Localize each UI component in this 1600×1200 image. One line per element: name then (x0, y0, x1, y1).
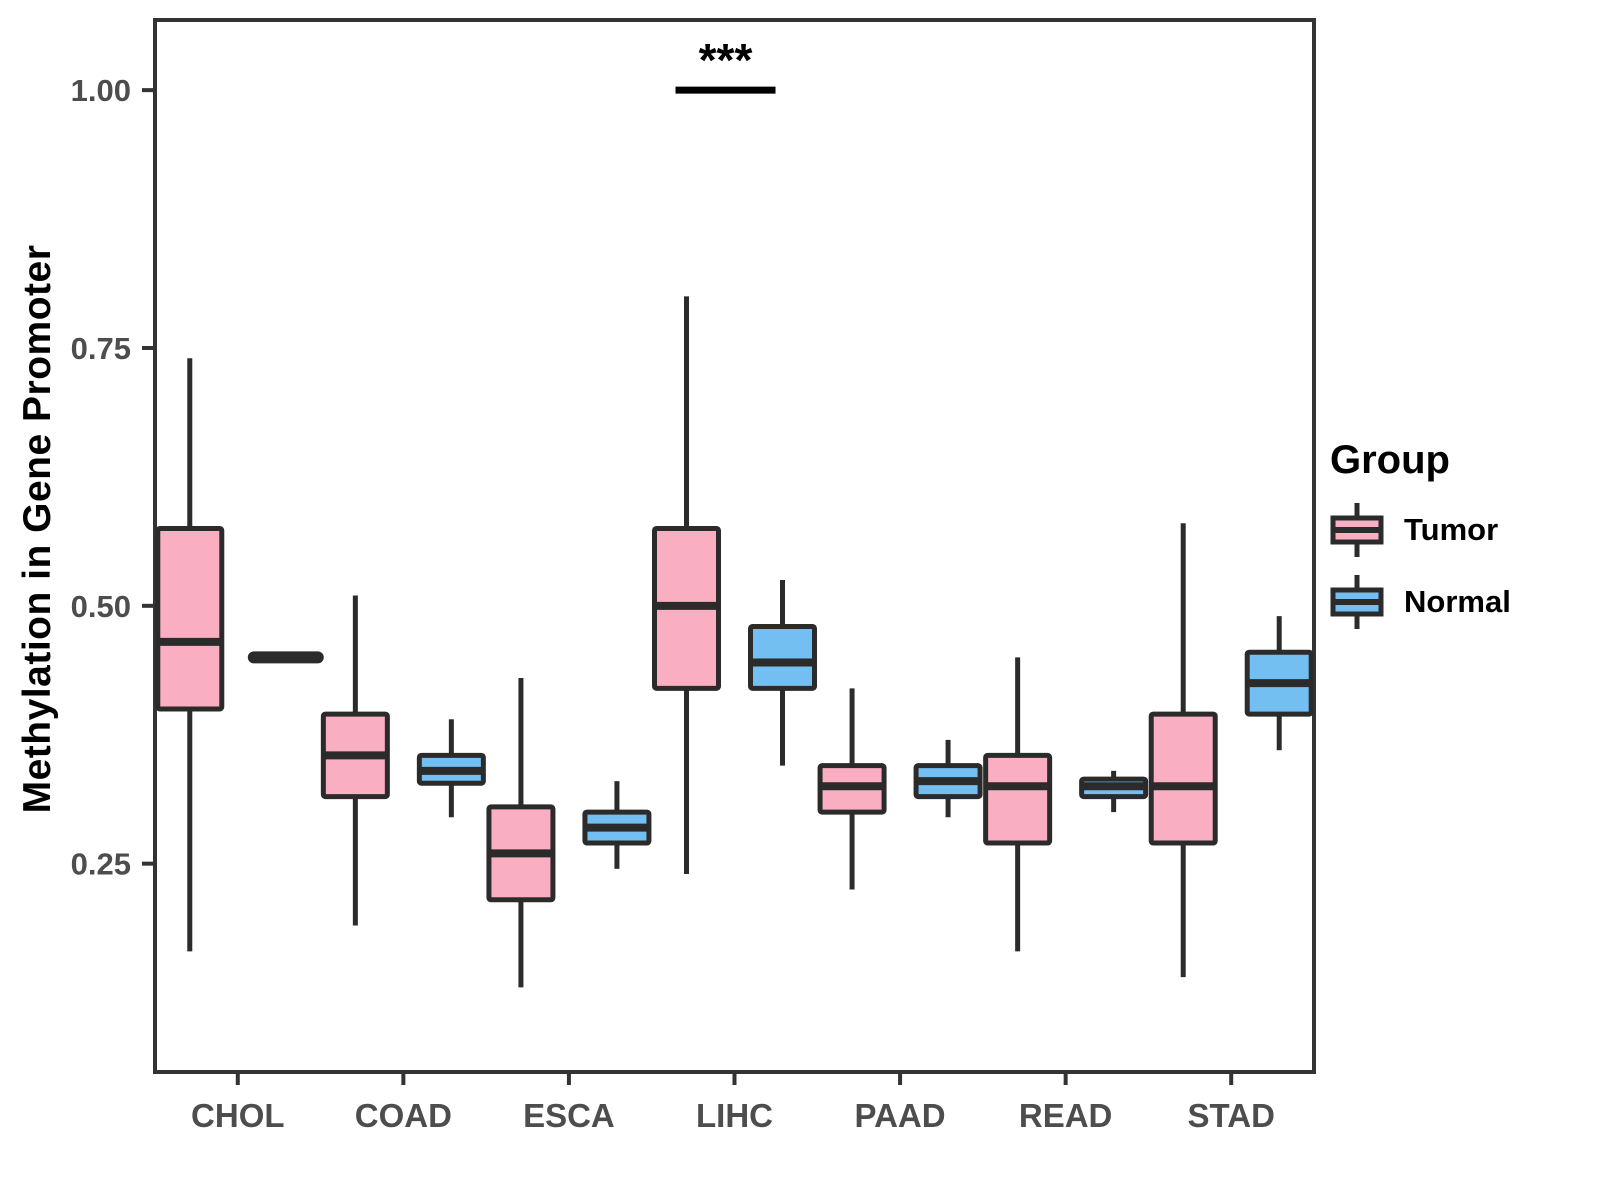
legend-label-normal: Normal (1404, 584, 1511, 619)
box-tumor-CHOL (155, 525, 225, 712)
legend-entry-tumor: Tumor (1328, 501, 1598, 559)
x-tick-label: STAD (1188, 1097, 1275, 1134)
y-axis-title: Methylation in Gene Promoter (16, 244, 59, 814)
tumor-boxplot-glyph-icon (1330, 503, 1384, 557)
box-normal-LIHC (748, 623, 817, 691)
x-tick-label: PAAD (855, 1097, 946, 1134)
legend-label-tumor: Tumor (1404, 512, 1499, 547)
legend-entry-normal: Normal (1328, 573, 1598, 631)
plot-panel-border (153, 18, 1316, 1074)
y-tick-label: 0.25 (71, 847, 131, 882)
y-tick-label: 0.50 (71, 589, 131, 624)
x-tick-label: READ (1019, 1097, 1113, 1134)
box-tumor-READ (983, 752, 1053, 846)
significance-label: *** (699, 34, 753, 86)
normal-boxplot-glyph-icon (1330, 575, 1384, 629)
legend: Group Tumor Normal (1328, 438, 1598, 645)
x-tick-label: CHOL (191, 1097, 285, 1134)
y-tick-label: 0.75 (71, 331, 131, 366)
x-tick-label: ESCA (523, 1097, 615, 1134)
legend-title: Group (1330, 438, 1450, 482)
y-tick-label: 1.00 (71, 73, 131, 108)
x-tick-label: LIHC (696, 1097, 773, 1134)
box-tumor-STAD (1148, 711, 1218, 846)
x-tick-label: COAD (355, 1097, 452, 1134)
